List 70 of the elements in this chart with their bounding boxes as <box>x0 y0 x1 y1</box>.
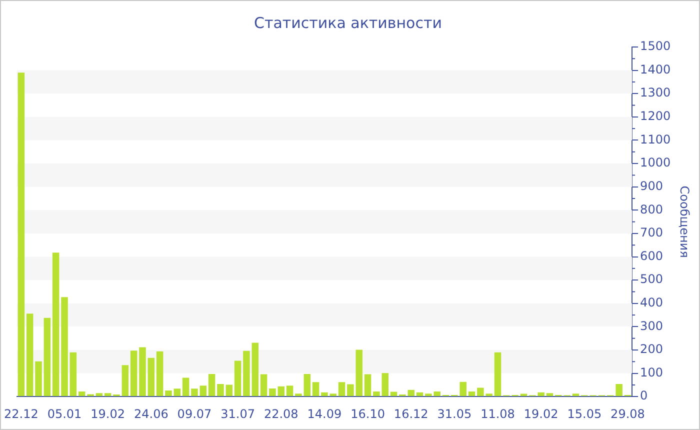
bar <box>96 393 103 396</box>
y-tick-label: 200 <box>640 342 663 356</box>
x-tick-label: 24.06 <box>134 406 168 421</box>
bar <box>260 374 268 396</box>
bar <box>191 388 198 396</box>
y-tick-label: 500 <box>640 272 663 286</box>
x-tick-label: 19.02 <box>524 406 558 421</box>
y-tick-label: 300 <box>640 318 663 333</box>
bar <box>286 386 294 396</box>
bar <box>234 360 242 396</box>
bar <box>70 352 77 396</box>
bar <box>104 393 112 396</box>
y-tick-label: 900 <box>640 178 663 193</box>
bar <box>338 382 346 396</box>
y-tick-label: 1400 <box>640 62 671 76</box>
y-tick-label: 800 <box>640 202 663 216</box>
x-tick-label: 29.08 <box>610 406 645 421</box>
bar <box>130 350 138 396</box>
bar <box>468 391 476 396</box>
bar <box>174 388 181 396</box>
bar <box>148 358 155 396</box>
y-tick-label: 700 <box>640 226 663 240</box>
x-tick-label: 11.08 <box>480 406 515 421</box>
y-tick-label: 0 <box>640 388 648 403</box>
bar <box>200 386 207 396</box>
bar <box>208 374 216 396</box>
bar <box>26 314 34 396</box>
x-tick-label: 16.10 <box>350 406 385 421</box>
x-tick-label: 09.07 <box>177 406 212 421</box>
bar <box>390 392 398 396</box>
x-tick-label: 14.09 <box>307 406 342 421</box>
y-tick-label: 1100 <box>640 132 671 146</box>
x-tick-label: 31.05 <box>437 406 472 421</box>
bar <box>122 365 129 396</box>
bar <box>35 361 42 396</box>
x-tick-label: 31.07 <box>220 406 255 421</box>
bar <box>44 318 51 396</box>
bar <box>252 342 259 396</box>
x-tick-label: 19.02 <box>90 406 126 421</box>
bar <box>226 384 233 396</box>
bar <box>18 72 25 396</box>
bar <box>546 393 554 396</box>
bar <box>61 297 68 396</box>
x-tick-label: 22.08 <box>264 406 298 421</box>
bar <box>572 394 580 396</box>
bar <box>243 350 250 396</box>
y-tick-label: 100 <box>640 365 663 380</box>
bar <box>182 378 190 396</box>
y-tick-label: 1300 <box>640 86 671 100</box>
y-tick-label: 600 <box>640 248 663 263</box>
y-tick-label: 1200 <box>640 109 671 124</box>
y-tick-label: 1500 <box>640 39 671 54</box>
bar <box>416 392 424 396</box>
x-tick-label: 16.12 <box>394 406 428 421</box>
y-tick-label: 400 <box>640 296 663 310</box>
bar <box>165 390 172 396</box>
bar <box>312 382 320 396</box>
bar <box>156 351 164 396</box>
x-tick-label: 22.12 <box>4 406 38 421</box>
y-tick-label: 1000 <box>640 156 671 170</box>
bar <box>217 384 224 396</box>
bar <box>52 252 60 396</box>
bar <box>139 347 146 396</box>
chart-title: Статистика активности <box>254 14 442 32</box>
bar <box>494 352 502 396</box>
x-tick-label: 05.01 <box>47 406 82 421</box>
y-axis-title: Сообщения <box>678 186 692 258</box>
x-tick-label: 15.05 <box>567 406 602 421</box>
bar <box>78 391 86 396</box>
bar <box>364 374 372 396</box>
